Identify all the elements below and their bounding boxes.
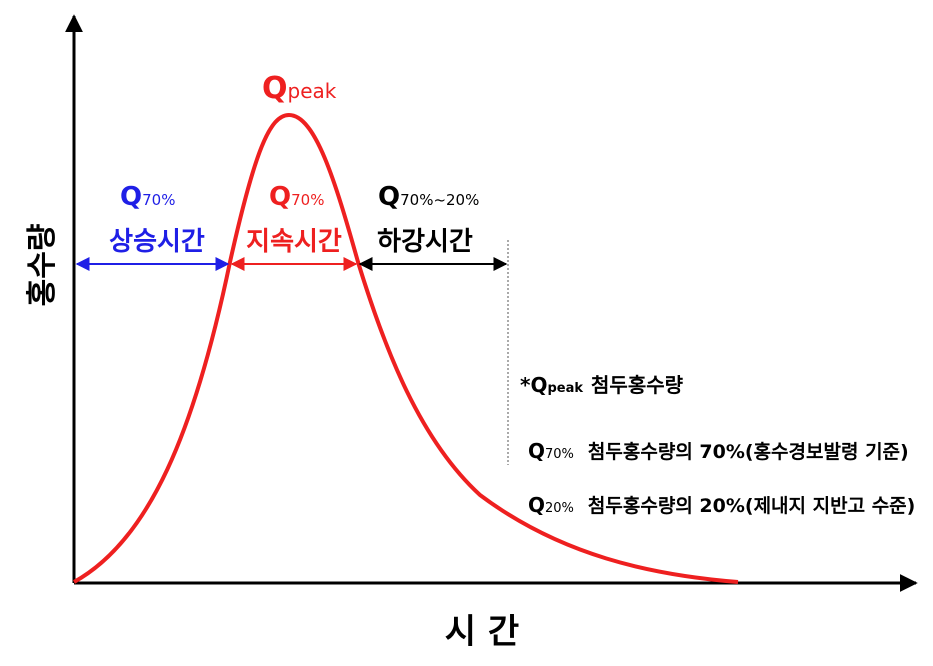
duration-q-label: Q70% <box>269 182 324 212</box>
peak-label-sub: peak <box>288 79 337 103</box>
peak-label: Qpeak <box>262 71 337 106</box>
rise-q-label: Q70% <box>120 182 175 212</box>
duration-time-label: 지속시간 <box>246 227 342 257</box>
hydrograph-curve <box>73 112 739 584</box>
x-axis-label: 시 간 <box>445 612 519 652</box>
fall-q-label: Q70%~20% <box>378 182 479 212</box>
note-q20: Q20% 첨두홍수량의 20%(제내지 지반고 수준) <box>528 493 915 517</box>
note-q70: Q70% 첨두홍수량의 70%(홍수경보발령 기준) <box>528 439 909 463</box>
fall-time-label: 하강시간 <box>377 227 473 257</box>
y-axis-label: 홍수량 <box>25 223 60 306</box>
note-peak: *Qpeak 첨두홍수량 <box>520 373 684 397</box>
peak-label-q: Q <box>262 71 288 106</box>
rise-time-label: 상승시간 <box>109 227 205 257</box>
